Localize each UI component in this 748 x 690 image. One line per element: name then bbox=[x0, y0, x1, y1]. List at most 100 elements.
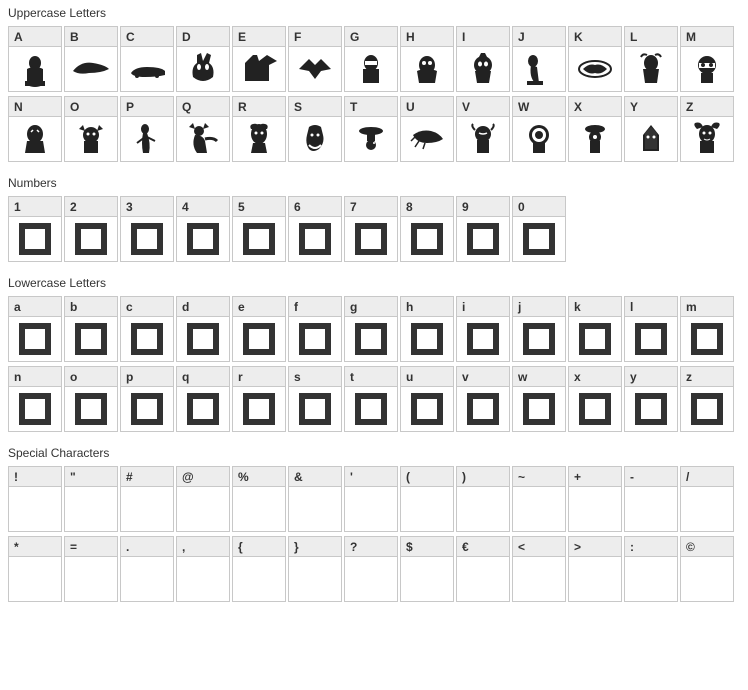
char-cell[interactable]: f bbox=[288, 296, 342, 362]
char-cell[interactable]: M bbox=[680, 26, 734, 92]
char-cell[interactable]: N bbox=[8, 96, 62, 162]
glyph-illustration-icon bbox=[519, 121, 559, 157]
char-cell[interactable]: 0 bbox=[512, 196, 566, 262]
char-cell[interactable]: 5 bbox=[232, 196, 286, 262]
char-cell[interactable]: W bbox=[512, 96, 566, 162]
char-cell[interactable]: # bbox=[120, 466, 174, 532]
char-cell[interactable]: Q bbox=[176, 96, 230, 162]
char-cell[interactable]: F bbox=[288, 26, 342, 92]
char-cell[interactable]: 3 bbox=[120, 196, 174, 262]
char-glyph bbox=[9, 557, 61, 601]
char-cell[interactable]: L bbox=[624, 26, 678, 92]
char-cell[interactable]: $ bbox=[400, 536, 454, 602]
char-cell[interactable]: q bbox=[176, 366, 230, 432]
char-cell[interactable]: A bbox=[8, 26, 62, 92]
missing-glyph-icon bbox=[19, 223, 51, 255]
char-cell[interactable]: / bbox=[680, 466, 734, 532]
char-cell[interactable]: 1 bbox=[8, 196, 62, 262]
char-cell[interactable]: m bbox=[680, 296, 734, 362]
char-cell[interactable]: + bbox=[568, 466, 622, 532]
char-cell[interactable]: & bbox=[288, 466, 342, 532]
char-cell[interactable]: 2 bbox=[64, 196, 118, 262]
char-cell[interactable]: } bbox=[288, 536, 342, 602]
char-cell[interactable]: T bbox=[344, 96, 398, 162]
char-cell[interactable]: ! bbox=[8, 466, 62, 532]
char-cell[interactable]: I bbox=[456, 26, 510, 92]
char-cell[interactable]: E bbox=[232, 26, 286, 92]
char-cell[interactable]: z bbox=[680, 366, 734, 432]
char-cell[interactable]: ' bbox=[344, 466, 398, 532]
char-cell[interactable]: " bbox=[64, 466, 118, 532]
char-cell[interactable]: ( bbox=[400, 466, 454, 532]
char-cell[interactable]: B bbox=[64, 26, 118, 92]
char-cell[interactable]: 7 bbox=[344, 196, 398, 262]
char-cell[interactable]: { bbox=[232, 536, 286, 602]
char-cell[interactable]: = bbox=[64, 536, 118, 602]
char-cell[interactable]: D bbox=[176, 26, 230, 92]
char-cell[interactable]: v bbox=[456, 366, 510, 432]
char-cell[interactable]: Y bbox=[624, 96, 678, 162]
char-cell[interactable]: h bbox=[400, 296, 454, 362]
char-cell[interactable]: Z bbox=[680, 96, 734, 162]
char-cell[interactable]: G bbox=[344, 26, 398, 92]
char-cell[interactable]: @ bbox=[176, 466, 230, 532]
char-cell[interactable]: - bbox=[624, 466, 678, 532]
char-cell[interactable]: H bbox=[400, 26, 454, 92]
char-label: z bbox=[681, 367, 733, 387]
char-cell[interactable]: s bbox=[288, 366, 342, 432]
char-cell[interactable]: : bbox=[624, 536, 678, 602]
char-cell[interactable]: n bbox=[8, 366, 62, 432]
char-cell[interactable]: l bbox=[624, 296, 678, 362]
char-cell[interactable]: e bbox=[232, 296, 286, 362]
char-cell[interactable]: ) bbox=[456, 466, 510, 532]
char-cell[interactable]: x bbox=[568, 366, 622, 432]
char-label: k bbox=[569, 297, 621, 317]
char-cell[interactable]: * bbox=[8, 536, 62, 602]
char-cell[interactable]: 6 bbox=[288, 196, 342, 262]
char-cell[interactable]: P bbox=[120, 96, 174, 162]
char-label: ( bbox=[401, 467, 453, 487]
char-cell[interactable]: R bbox=[232, 96, 286, 162]
char-glyph bbox=[625, 557, 677, 601]
char-glyph bbox=[681, 557, 733, 601]
char-cell[interactable]: ? bbox=[344, 536, 398, 602]
char-cell[interactable]: y bbox=[624, 366, 678, 432]
char-cell[interactable]: w bbox=[512, 366, 566, 432]
char-cell[interactable]: © bbox=[680, 536, 734, 602]
char-cell[interactable]: p bbox=[120, 366, 174, 432]
char-cell[interactable]: C bbox=[120, 26, 174, 92]
char-cell[interactable]: J bbox=[512, 26, 566, 92]
char-cell[interactable]: O bbox=[64, 96, 118, 162]
char-cell[interactable]: 9 bbox=[456, 196, 510, 262]
char-cell[interactable]: U bbox=[400, 96, 454, 162]
char-cell[interactable]: 4 bbox=[176, 196, 230, 262]
char-cell[interactable]: < bbox=[512, 536, 566, 602]
char-cell[interactable]: . bbox=[120, 536, 174, 602]
char-cell[interactable]: i bbox=[456, 296, 510, 362]
glyph-illustration-icon bbox=[239, 51, 279, 87]
char-cell[interactable]: b bbox=[64, 296, 118, 362]
char-cell[interactable]: r bbox=[232, 366, 286, 432]
char-cell[interactable]: , bbox=[176, 536, 230, 602]
char-cell[interactable]: j bbox=[512, 296, 566, 362]
char-label: n bbox=[9, 367, 61, 387]
char-cell[interactable]: g bbox=[344, 296, 398, 362]
char-cell[interactable]: t bbox=[344, 366, 398, 432]
char-cell[interactable]: u bbox=[400, 366, 454, 432]
char-cell[interactable]: K bbox=[568, 26, 622, 92]
char-cell[interactable]: V bbox=[456, 96, 510, 162]
char-cell[interactable]: % bbox=[232, 466, 286, 532]
char-cell[interactable]: ~ bbox=[512, 466, 566, 532]
char-cell[interactable]: k bbox=[568, 296, 622, 362]
char-cell[interactable]: o bbox=[64, 366, 118, 432]
char-cell[interactable]: S bbox=[288, 96, 342, 162]
char-cell[interactable]: c bbox=[120, 296, 174, 362]
char-label: % bbox=[233, 467, 285, 487]
char-cell[interactable]: X bbox=[568, 96, 622, 162]
char-cell[interactable]: 8 bbox=[400, 196, 454, 262]
char-cell[interactable]: > bbox=[568, 536, 622, 602]
char-cell[interactable]: d bbox=[176, 296, 230, 362]
char-cell[interactable]: € bbox=[456, 536, 510, 602]
missing-glyph-icon bbox=[579, 323, 611, 355]
char-cell[interactable]: a bbox=[8, 296, 62, 362]
